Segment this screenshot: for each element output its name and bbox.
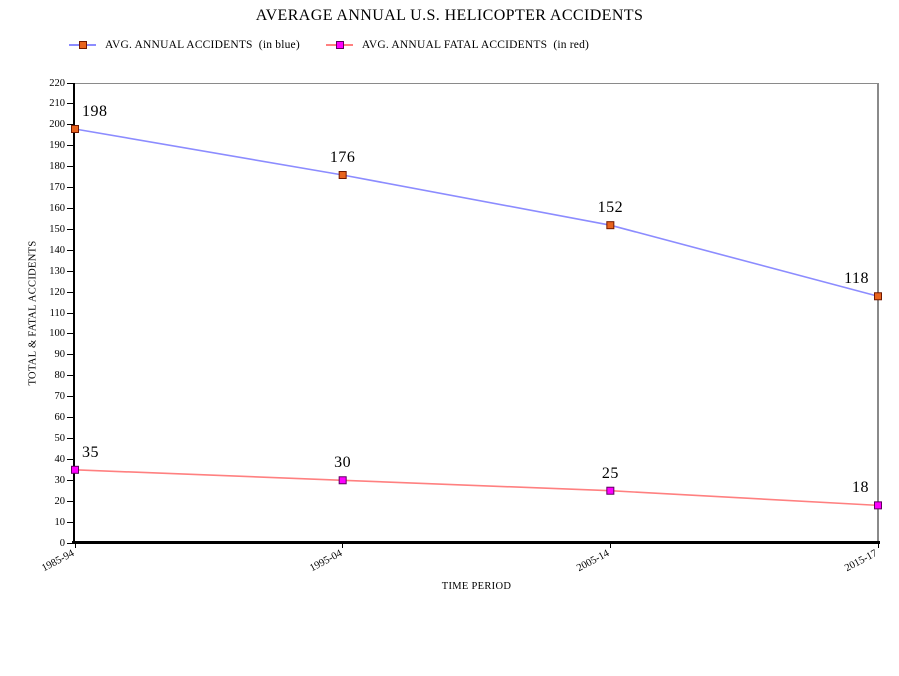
y-tick-label: 210: [49, 98, 65, 110]
data-point-label: 198: [82, 103, 108, 120]
y-tick-label: 180: [49, 161, 65, 173]
y-tick-mark: [67, 103, 73, 105]
data-point-marker: [606, 486, 615, 495]
data-point-marker: [874, 501, 882, 510]
y-tick-label: 10: [54, 516, 66, 528]
data-point-marker: [606, 221, 615, 230]
y-axis-title: TOTAL & FATAL ACCIDENTS: [27, 240, 39, 386]
x-axis-title: TIME PERIOD: [441, 581, 512, 592]
x-tick-label: 1985-94: [40, 548, 77, 575]
y-tick-mark: [67, 187, 73, 189]
y-tick-mark: [67, 542, 73, 544]
y-tick-mark: [67, 166, 73, 168]
y-tick-label: 30: [54, 474, 66, 486]
plot-area: 0 10 20 30 40 50 60 70 80 90 100 110 120 130 140 150 160…: [40, 78, 882, 574]
y-tick-mark: [67, 417, 73, 419]
y-tick-label: 190: [49, 140, 65, 152]
y-tick-mark: [67, 396, 73, 398]
y-tick-mark: [67, 375, 73, 377]
y-tick-mark: [67, 458, 73, 460]
y-tick-label: 150: [49, 223, 65, 235]
y-tick-label: 40: [54, 453, 66, 465]
legend-label-accidents: AVG. ANNUAL ACCIDENTS (in blue): [105, 39, 300, 51]
y-tick-label: 70: [54, 391, 66, 403]
y-tick-mark: [67, 291, 73, 293]
legend-item-fatal-accidents: AVG. ANNUAL FATAL ACCIDENTS (in red): [325, 39, 590, 51]
series-line: [74, 128, 879, 298]
y-tick-label: 170: [49, 182, 65, 194]
legend-label-fatal-accidents: AVG. ANNUAL FATAL ACCIDENTS (in red): [361, 39, 590, 51]
y-tick-mark: [67, 500, 73, 502]
y-tick-mark: [67, 207, 73, 209]
series-plot: [71, 125, 882, 510]
x-axis-line: [72, 541, 880, 544]
data-point-marker: [338, 171, 347, 179]
legend: AVG. ANNUAL ACCIDENTS (in blue) AVG. ANN…: [69, 39, 589, 51]
x-tick-mark: [877, 543, 879, 548]
y-tick-label: 90: [54, 349, 66, 361]
data-point-marker: [874, 292, 882, 301]
y-tick-label: 50: [54, 432, 66, 444]
data-point-label: 30: [334, 454, 352, 472]
y-tick-label: 120: [49, 286, 65, 298]
y-tick-mark: [67, 479, 73, 481]
y-tick-label: 60: [54, 412, 66, 424]
data-point-label: 118: [844, 270, 869, 288]
x-tick-mark: [342, 543, 344, 548]
data-point-label: 25: [601, 464, 619, 482]
plot-border-top: [75, 83, 879, 84]
data-point-label: 176: [329, 149, 356, 166]
legend-marker-accidents: [69, 41, 96, 50]
y-tick-mark: [67, 333, 73, 335]
series-line: [74, 469, 879, 507]
legend-marker-fatal-accidents: [325, 41, 353, 50]
y-axis-line: [73, 83, 75, 543]
chart-title: AVERAGE ANNUAL U.S. HELICOPTER ACCIDENTS: [255, 7, 644, 24]
orange-square-marker-icon: [79, 41, 87, 49]
y-tick-mark: [67, 437, 73, 439]
data-point-label: 18: [852, 479, 869, 497]
y-tick-label: 220: [49, 77, 65, 89]
y-tick-label: 0: [59, 537, 65, 549]
y-tick-label: 140: [49, 244, 65, 256]
data-point-label: 152: [597, 199, 624, 217]
y-tick-label: 160: [49, 202, 65, 214]
y-tick-mark: [67, 521, 73, 523]
y-tick-mark: [67, 249, 73, 251]
legend-item-accidents: AVG. ANNUAL ACCIDENTS (in blue): [69, 39, 300, 51]
y-tick-label: 200: [49, 119, 65, 131]
data-point-marker: [71, 465, 79, 474]
plot-border-right: [877, 83, 879, 543]
y-tick-mark: [67, 228, 73, 230]
y-tick-mark: [67, 124, 73, 126]
magenta-square-marker-icon: [335, 41, 344, 49]
y-tick-label: 20: [54, 495, 66, 507]
y-tick-label: 80: [54, 370, 66, 382]
data-point-marker: [338, 476, 347, 485]
y-tick-mark: [67, 145, 73, 147]
y-tick-label: 110: [49, 307, 65, 319]
y-tick-mark: [67, 270, 73, 272]
x-tick-mark: [74, 543, 76, 548]
y-tick-mark: [67, 82, 73, 84]
data-point-label: 35: [82, 443, 99, 461]
y-tick-mark: [67, 354, 73, 356]
x-tick-mark: [609, 543, 611, 548]
y-tick-mark: [67, 312, 73, 314]
data-point-marker: [71, 125, 79, 133]
y-tick-label: 100: [49, 328, 65, 340]
y-tick-label: 130: [49, 265, 65, 277]
